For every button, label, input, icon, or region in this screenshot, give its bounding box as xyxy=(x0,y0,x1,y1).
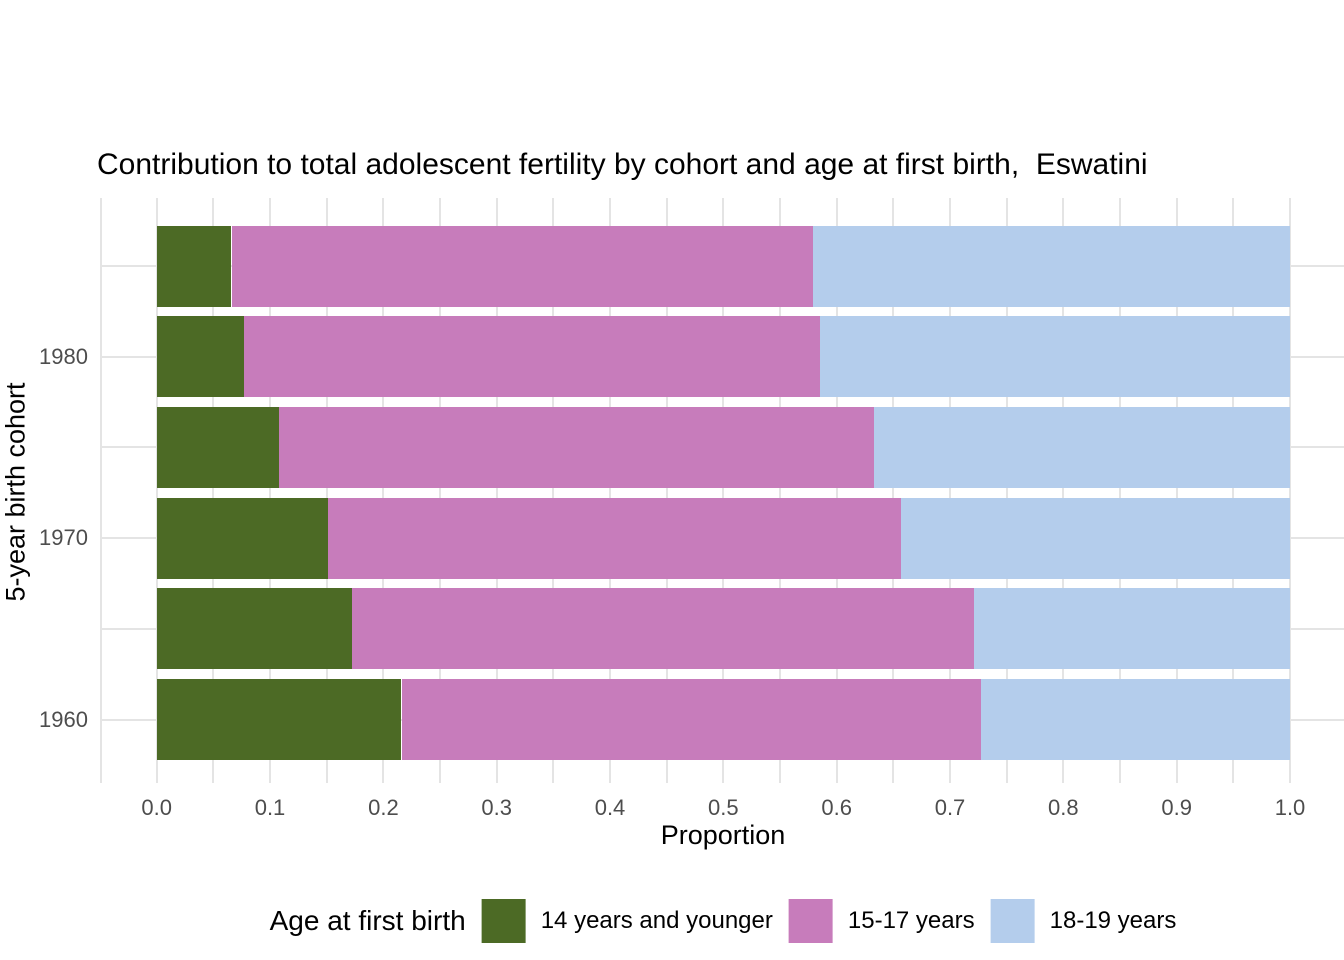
bar-segment xyxy=(819,316,1290,398)
x-tick-label: 0.4 xyxy=(594,795,626,820)
minor-gridline-v xyxy=(779,198,781,783)
major-gridline-v xyxy=(382,198,385,783)
bar-segment xyxy=(156,588,352,670)
legend-item-label: 15-17 years xyxy=(847,907,975,934)
x-axis-title: Proportion xyxy=(660,820,786,850)
legend-item: 14 years and younger xyxy=(481,899,773,943)
major-gridline-v xyxy=(1175,198,1178,783)
bar-segment xyxy=(874,406,1290,488)
minor-gridline-v xyxy=(1232,198,1235,783)
legend-swatch xyxy=(990,899,1035,943)
legend-item-label: 18-19 years xyxy=(1049,907,1177,934)
y-tick-label: 1960 xyxy=(39,706,88,732)
legend-swatch xyxy=(788,899,833,943)
x-tick-label: 0.0 xyxy=(141,795,172,820)
minor-gridline-v xyxy=(100,198,102,783)
x-tick-label: 0.7 xyxy=(934,795,966,820)
bar-row xyxy=(100,316,1344,398)
legend-title: Age at first birth xyxy=(269,905,466,936)
bar-segment xyxy=(327,497,902,579)
legend-item: 15-17 years xyxy=(788,899,975,943)
x-tick-label: 0.3 xyxy=(481,795,512,820)
bar-segment xyxy=(279,406,875,488)
minor-gridline-v xyxy=(552,198,555,783)
x-tick-label: 0.8 xyxy=(1048,795,1079,820)
bar-segment xyxy=(244,316,820,398)
bar-segment xyxy=(401,679,981,760)
bar-segment xyxy=(351,588,974,670)
plot-panel xyxy=(100,198,1344,783)
x-tick-label: 0.2 xyxy=(368,795,399,820)
bar-row xyxy=(100,406,1344,488)
bar-row xyxy=(100,588,1344,670)
bar-segment xyxy=(231,225,813,307)
legend: Age at first birth 14 years and younger 1… xyxy=(269,899,1177,943)
bar-segment xyxy=(901,497,1290,579)
minor-gridline-v xyxy=(665,198,668,783)
major-gridline-v xyxy=(949,198,951,783)
bar-segment xyxy=(812,225,1290,307)
major-gridline-v xyxy=(835,198,838,783)
minor-gridline-v xyxy=(1005,198,1008,783)
minor-gridline-v xyxy=(892,198,895,783)
major-gridline-v xyxy=(609,198,611,783)
major-gridline-v xyxy=(1289,198,1291,783)
bar-segment xyxy=(973,588,1290,670)
bar-segment xyxy=(156,679,402,760)
y-axis-title: 5-year birth cohort xyxy=(0,382,31,602)
bar-segment xyxy=(156,406,280,488)
legend-item-label: 14 years and younger xyxy=(540,907,773,934)
legend-item: 18-19 years xyxy=(990,899,1177,943)
x-tick-label: 0.6 xyxy=(821,795,852,820)
bar-segment xyxy=(980,679,1290,760)
major-gridline-v xyxy=(722,198,725,783)
x-tick-label: 0.5 xyxy=(708,795,739,820)
bar-row xyxy=(100,497,1344,579)
chart-title: Contribution to total adolescent fertili… xyxy=(97,148,1148,181)
major-gridline-v xyxy=(495,198,498,783)
bar-segment xyxy=(156,316,244,398)
bar-row xyxy=(100,225,1344,307)
y-tick-label: 1970 xyxy=(39,525,88,551)
legend-swatch xyxy=(481,899,526,943)
bar-segment xyxy=(156,497,328,579)
major-gridline-v xyxy=(1062,198,1065,783)
major-gridline-v xyxy=(155,198,158,783)
x-tick-label: 1.0 xyxy=(1274,795,1306,820)
bar-row xyxy=(100,679,1344,760)
bar-segment xyxy=(156,225,232,307)
minor-gridline-v xyxy=(212,198,215,783)
x-tick-label: 0.1 xyxy=(254,795,286,820)
y-tick-label: 1980 xyxy=(39,343,88,369)
x-tick-label: 0.9 xyxy=(1161,795,1192,820)
minor-gridline-v xyxy=(439,198,441,783)
major-gridline-v xyxy=(269,198,271,783)
minor-gridline-v xyxy=(1119,198,1121,783)
minor-gridline-v xyxy=(325,198,328,783)
